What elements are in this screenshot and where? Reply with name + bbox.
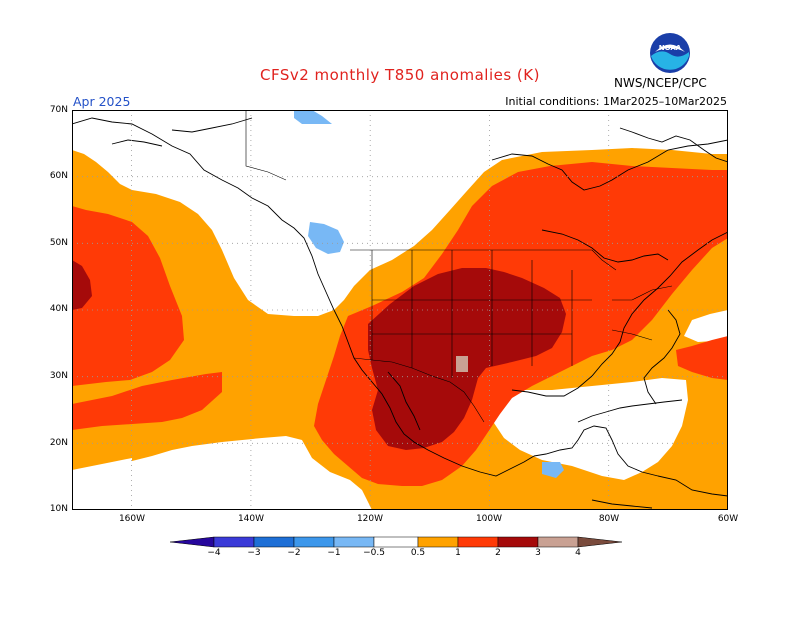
coastlines: [72, 117, 728, 509]
colorbar-label-p2: 2: [495, 548, 501, 558]
colorbar-label-p05: 0.5: [410, 548, 426, 558]
political-borders: [245, 110, 673, 423]
colorbar-seg-p3-p4: [537, 536, 579, 548]
colorbar-label-m4: −4: [207, 548, 221, 558]
lon-label-100w: 100W: [475, 514, 503, 524]
lon-label-60w: 60W: [717, 514, 739, 524]
colorbar-label-m05: −0.5: [363, 548, 385, 558]
colorbar: [170, 536, 623, 548]
colorbar-label-m3: −3: [247, 548, 261, 558]
colorbar-seg-m2-m1: [293, 536, 335, 548]
agency-label: NWS/NCEP/CPC: [614, 76, 707, 90]
map-frame: [72, 110, 728, 510]
svg-text:NOAA: NOAA: [659, 44, 682, 52]
lat-label-10n: 10N: [49, 504, 68, 514]
colorbar-seg-p1-p2: [457, 536, 499, 548]
colorbar-seg-m1-m05: [333, 536, 375, 548]
colorbar-label-p3: 3: [535, 548, 541, 558]
colorbar-seg-m4-m3: [213, 536, 255, 548]
lat-label-30n: 30N: [49, 371, 68, 381]
lon-label-120w: 120W: [356, 514, 384, 524]
lat-label-60n: 60N: [49, 171, 68, 181]
colorbar-label-m2: −2: [287, 548, 301, 558]
colorbar-label-p1: 1: [455, 548, 461, 558]
colorbar-label-p4: 4: [575, 548, 581, 558]
lon-label-80w: 80W: [598, 514, 620, 524]
colorbar-seg-p05-p1: [417, 536, 459, 548]
anomaly-map: [72, 110, 728, 510]
colorbar-seg-m3-m2: [253, 536, 295, 548]
anomaly-fill-neutral: [72, 310, 728, 510]
anomaly-fill-m1-m05: [294, 110, 564, 478]
chart-title: CFSv2 monthly T850 anomalies (K): [260, 66, 540, 84]
lon-label-140w: 140W: [237, 514, 265, 524]
lon-label-160w: 160W: [118, 514, 146, 524]
forecast-period: Apr 2025: [73, 94, 131, 109]
lat-label-70n: 70N: [49, 105, 68, 115]
lat-label-50n: 50N: [49, 238, 68, 248]
graticule: [72, 110, 728, 510]
colorbar-seg-lt-m4: [170, 536, 215, 548]
noaa-logo-icon: NOAA: [650, 33, 690, 73]
colorbar-seg-neutral: [373, 536, 419, 548]
colorbar-seg-gt-p4: [577, 536, 623, 548]
colorbar-label-m1: −1: [327, 548, 341, 558]
initial-conditions: Initial conditions: 1Mar2025–10Mar2025: [505, 95, 727, 108]
lat-label-20n: 20N: [49, 438, 68, 448]
anomaly-fill-3-4: [456, 356, 468, 372]
lat-label-40n: 40N: [49, 304, 68, 314]
colorbar-seg-p2-p3: [497, 536, 539, 548]
